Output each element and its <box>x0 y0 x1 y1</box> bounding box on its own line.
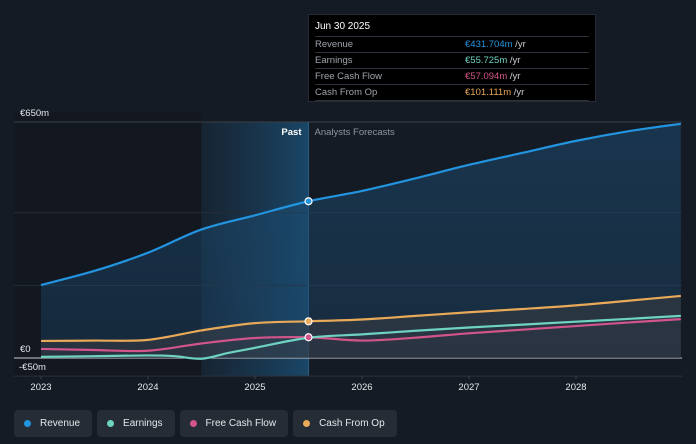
legend-label: Earnings <box>123 418 163 429</box>
tooltip-row-earnings: Earnings €55.725m /yr <box>315 52 589 68</box>
tooltip-value: €431.704m <box>465 39 513 50</box>
tooltip-row-revenue: Revenue €431.704m /yr <box>315 36 589 52</box>
marker-cash-from-op <box>304 317 313 326</box>
x-tick-label: 2024 <box>137 382 158 393</box>
tooltip: Jun 30 2025 Revenue €431.704m /yr Earnin… <box>308 14 596 102</box>
tooltip-label: Earnings <box>315 55 353 66</box>
y-tick-label: €0 <box>20 344 31 355</box>
y-tick-label: €650m <box>20 108 49 119</box>
x-tick-label: 2023 <box>30 382 51 393</box>
past-label: Past <box>281 127 302 138</box>
y-tick-label: -€50m <box>19 362 46 373</box>
tooltip-unit: /yr <box>512 39 526 50</box>
marker-free-cash-flow <box>304 333 313 342</box>
legend-dot-icon <box>107 420 115 427</box>
legend-label: Revenue <box>40 418 81 429</box>
legend-dot-icon <box>189 420 197 427</box>
legend-item-free-cash-flow[interactable]: Free Cash Flow <box>179 410 289 437</box>
legend-label: Free Cash Flow <box>205 418 277 429</box>
legend: Revenue Earnings Free Cash Flow Cash Fro… <box>14 410 397 437</box>
x-tick-label: 2026 <box>351 382 372 393</box>
forecast-label: Analysts Forecasts <box>315 127 395 138</box>
tooltip-label: Free Cash Flow <box>315 71 383 82</box>
tooltip-label: Revenue <box>315 39 354 50</box>
series-line-cash-from-op <box>40 294 681 343</box>
legend-label: Cash From Op <box>319 418 385 429</box>
tooltip-value: €101.111m <box>465 87 512 98</box>
tooltip-label: Cash From Op <box>315 87 378 98</box>
tooltip-unit: /yr <box>511 87 525 98</box>
legend-item-cash-from-op[interactable]: Cash From Op <box>293 410 397 437</box>
tooltip-unit: /yr <box>507 55 521 66</box>
tooltip-value: €57.094m <box>465 71 508 82</box>
tooltip-date: Jun 30 2025 <box>315 21 371 32</box>
tooltip-value: €55.725m <box>465 55 508 66</box>
legend-dot-icon <box>24 420 31 427</box>
x-tick-label: 2025 <box>244 382 265 393</box>
series-line-free-cash-flow <box>40 318 681 353</box>
tooltip-unit: /yr <box>507 71 521 82</box>
series-line-revenue <box>40 122 682 287</box>
legend-item-earnings[interactable]: Earnings <box>97 410 175 437</box>
x-tick-label: 2027 <box>458 382 479 393</box>
legend-dot-icon <box>303 420 311 427</box>
revenue-area <box>41 123 681 358</box>
tooltip-row-free-cash-flow: Free Cash Flow €57.094m /yr <box>315 68 589 84</box>
legend-item-revenue[interactable]: Revenue <box>14 410 93 437</box>
x-tick-label: 2028 <box>565 382 586 393</box>
marker-revenue <box>304 197 313 206</box>
tooltip-row-cash-from-op: Cash From Op €101.111m /yr <box>315 84 589 101</box>
